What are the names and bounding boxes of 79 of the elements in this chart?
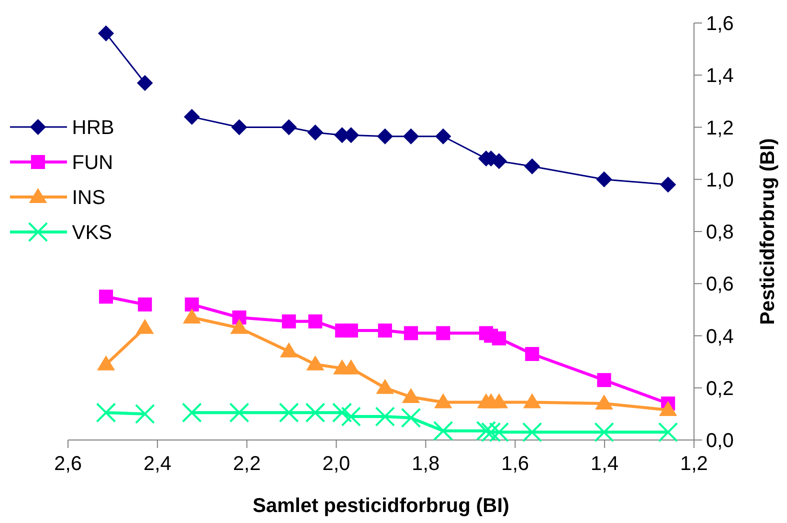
- point: [342, 359, 360, 374]
- y-tick-label: 0,6: [706, 274, 734, 296]
- point: [99, 290, 114, 304]
- x-tick-label: 1,2: [680, 453, 708, 475]
- point: [402, 128, 419, 144]
- point: [307, 124, 324, 140]
- point: [278, 402, 299, 423]
- point: [594, 422, 614, 442]
- point: [597, 373, 612, 388]
- point: [231, 119, 248, 136]
- point: [378, 324, 392, 338]
- point: [305, 402, 326, 423]
- point: [344, 324, 358, 338]
- point: [280, 342, 298, 358]
- x-axis-title: Samlet pesticidforbrug (BI): [252, 495, 510, 517]
- point: [490, 393, 508, 408]
- point: [341, 406, 362, 427]
- legend-label: VKS: [72, 222, 112, 244]
- point: [489, 422, 510, 442]
- point: [136, 318, 154, 334]
- legend-label: FUN: [72, 152, 114, 174]
- y-tick-label: 0,4: [706, 326, 734, 348]
- legend-label: HRB: [72, 117, 114, 139]
- point: [660, 176, 676, 193]
- point: [282, 314, 296, 328]
- point: [524, 158, 540, 174]
- y-tick-label: 1,6: [706, 13, 734, 35]
- point: [400, 408, 421, 428]
- point: [377, 128, 394, 144]
- point: [433, 420, 454, 441]
- point: [404, 326, 418, 340]
- point: [522, 422, 542, 442]
- y-tick-label: 1,4: [706, 65, 734, 88]
- point: [375, 406, 396, 427]
- y-tick-label: 1,2: [706, 117, 734, 140]
- point: [230, 318, 248, 334]
- point: [480, 422, 501, 442]
- point: [306, 355, 324, 370]
- y-tick-label: 0,0: [706, 430, 734, 452]
- y-tick-label: 0,8: [706, 222, 734, 244]
- point: [232, 310, 246, 325]
- x-tick-label: 2,6: [54, 453, 82, 475]
- x-tick-label: 1,6: [501, 453, 530, 475]
- point: [435, 128, 452, 144]
- point: [182, 402, 202, 423]
- point: [476, 420, 496, 441]
- point: [434, 393, 452, 408]
- point: [523, 393, 542, 408]
- point: [436, 326, 450, 340]
- point: [136, 74, 153, 91]
- point: [525, 346, 540, 361]
- point: [595, 394, 614, 410]
- y-tick-label: 0,2: [706, 378, 734, 400]
- point: [280, 119, 297, 136]
- point: [658, 422, 678, 442]
- x-tick-label: 1,4: [590, 453, 618, 475]
- point: [308, 314, 322, 328]
- point: [332, 402, 352, 423]
- point: [184, 297, 199, 312]
- x-tick-label: 2,2: [232, 453, 261, 475]
- x-tick-label: 2,0: [322, 453, 350, 475]
- point: [98, 25, 114, 42]
- point: [376, 378, 394, 394]
- point: [184, 108, 200, 125]
- point: [134, 404, 155, 424]
- y-tick-label: 1,0: [706, 169, 734, 192]
- point: [182, 308, 201, 324]
- point: [229, 402, 250, 423]
- point: [402, 388, 420, 403]
- x-tick-label: 2,4: [144, 453, 172, 475]
- point: [96, 402, 116, 423]
- x-tick-label: 1,8: [412, 453, 440, 475]
- point: [492, 331, 506, 346]
- point: [97, 355, 116, 370]
- y-axis-title: Pesticidforbrug (BI): [757, 138, 779, 325]
- point: [596, 171, 612, 188]
- point: [138, 297, 152, 312]
- legend-label: INS: [72, 187, 106, 209]
- point: [659, 401, 678, 416]
